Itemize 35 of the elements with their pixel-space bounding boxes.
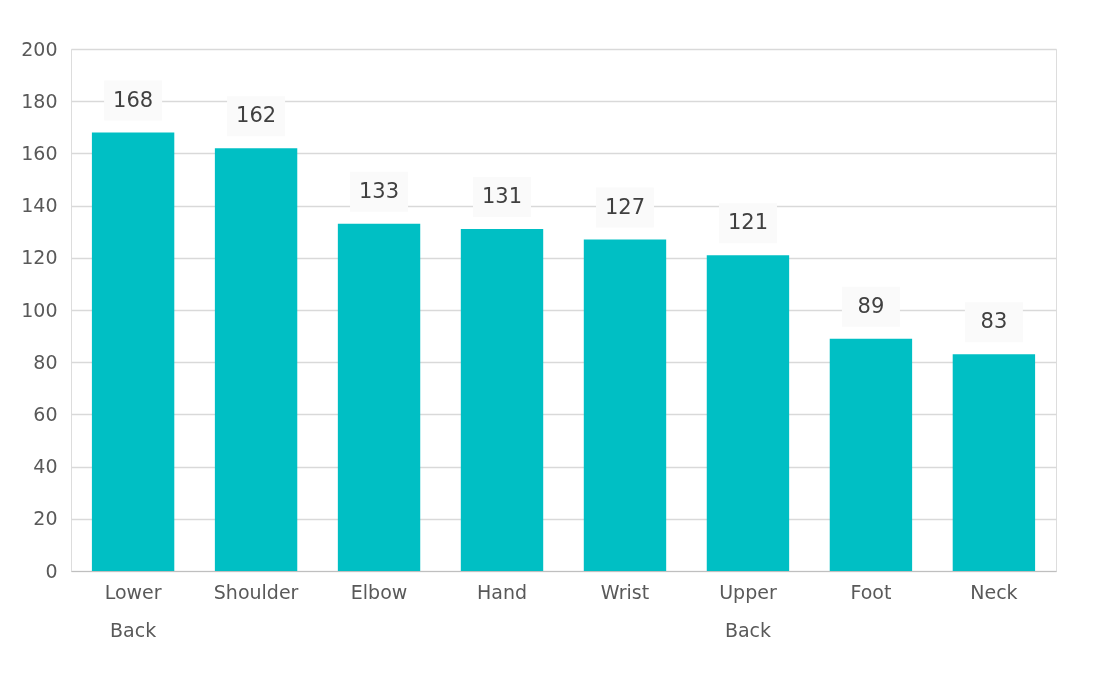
x-tick-label: Lower Back — [104, 580, 162, 641]
y-tick-label: 140 — [21, 194, 58, 217]
bar — [583, 239, 667, 571]
x-tick-label: Upper Back — [719, 580, 777, 641]
data-label: 127 — [604, 194, 646, 219]
bar — [706, 255, 790, 571]
bar — [214, 148, 298, 571]
y-tick-label: 200 — [21, 37, 58, 60]
x-tick-label: Elbow — [350, 580, 408, 603]
data-label: 83 — [980, 309, 1008, 334]
y-tick-label: 80 — [33, 350, 58, 373]
data-label: 133 — [359, 178, 400, 203]
y-tick-label: 20 — [33, 507, 58, 530]
bar — [337, 223, 421, 571]
data-label: 162 — [236, 103, 277, 128]
y-tick-label: 40 — [33, 455, 58, 478]
bar — [829, 338, 913, 571]
bar — [91, 132, 175, 571]
data-label: 168 — [113, 87, 154, 112]
x-tick-label: Wrist — [600, 580, 650, 603]
y-tick-label: 0 — [45, 559, 58, 582]
bar — [952, 354, 1036, 571]
bar — [460, 229, 544, 571]
data-label: 131 — [481, 184, 523, 209]
y-tick-label: 60 — [33, 402, 58, 425]
y-tick-label: 100 — [21, 298, 58, 321]
x-tick-label: Foot — [850, 580, 892, 603]
x-tick-label: Hand — [476, 580, 528, 603]
y-tick-label: 120 — [21, 246, 58, 269]
x-tick-label: Shoulder — [213, 580, 299, 603]
x-tick-label: Neck — [970, 580, 1018, 603]
y-tick-label: 160 — [21, 141, 58, 164]
data-label: 89 — [857, 293, 885, 318]
y-tick-label: 180 — [21, 89, 58, 112]
data-label: 121 — [727, 210, 768, 235]
